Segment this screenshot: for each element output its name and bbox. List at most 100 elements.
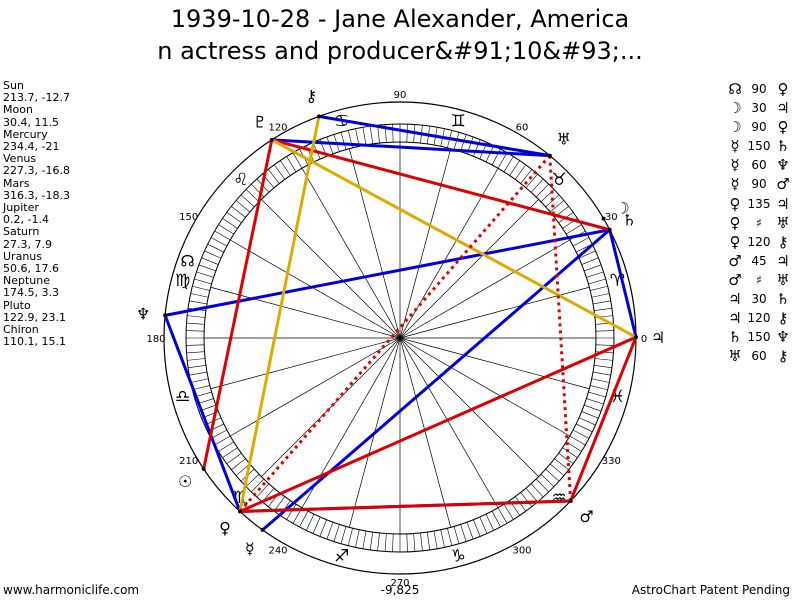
planet-coords-neptune: 174.5, 3.3	[3, 286, 59, 300]
aspect-row: ♅ 60 ⚷	[725, 347, 793, 366]
degree-tick	[485, 145, 495, 162]
aspect-row: ☽ 30 ♃	[725, 99, 793, 118]
aspect-glyph-1: ♀	[729, 232, 741, 251]
aspect-glyph-1: ♂	[728, 270, 742, 289]
planet-name-jupiter: Jupiter	[3, 201, 39, 215]
planet-marker	[163, 313, 168, 318]
chart-title-line1: 1939-10-28 - Jane Alexander, America	[170, 5, 630, 33]
degree-tick	[586, 398, 604, 405]
zodiac-sign-glyph: ♒	[551, 488, 566, 508]
degree-tick	[514, 164, 527, 180]
degree-tick	[355, 529, 360, 548]
aspect-value: 45	[751, 253, 767, 268]
degree-tick	[392, 533, 394, 552]
wheel-spoke	[399, 148, 452, 339]
aspect-line	[608, 229, 638, 338]
aspect-list: ☊ 90 ♀ ☽ 30 ♃ ☽ 90 ♀ ☿ 150 ♄ ☿ 60 ♆ ☿ 90 ♂ ♀ 135 ♃ ♀ ♯ ♅ ♀ 120 ⚷ ♂ 4…	[725, 80, 793, 366]
aspect-line	[271, 138, 611, 232]
aspect-line	[164, 228, 610, 317]
center-value-label: -9,825	[381, 583, 420, 597]
degree-tick	[377, 532, 380, 551]
degree-tick	[588, 278, 606, 285]
planet-marker	[607, 227, 612, 232]
planet-glyph: ♂	[579, 507, 593, 526]
degree-tick	[581, 257, 599, 265]
degree-tick	[326, 522, 334, 540]
degree-tick	[187, 358, 206, 361]
degree-tick	[588, 391, 606, 398]
planet-coords-venus: 227.3, -16.8	[3, 164, 70, 178]
degree-tick	[591, 293, 610, 298]
degree-tick	[535, 183, 549, 198]
planet-marker	[260, 527, 265, 532]
degree-tick	[186, 351, 205, 354]
aspect-line	[271, 138, 550, 158]
planet-name-venus: Venus	[3, 152, 37, 166]
degree-tick	[218, 441, 234, 452]
degree-tick	[369, 126, 374, 144]
degree-tick	[194, 278, 212, 285]
degree-tick	[586, 271, 604, 278]
wheel-spoke	[301, 337, 401, 508]
degree-tick	[497, 152, 508, 169]
planet-name-chiron: Chiron	[3, 323, 39, 337]
planet-marker	[601, 216, 606, 221]
aspect-line	[261, 228, 611, 532]
planet-marker	[201, 466, 206, 471]
degree-tick	[256, 483, 270, 498]
degree-tick	[207, 243, 224, 253]
aspect-value: 30	[751, 101, 767, 116]
aspect-glyph-2: ♆	[776, 156, 790, 175]
degree-tick	[530, 483, 544, 498]
aspect-value: ♯	[756, 215, 762, 230]
degree-tick	[222, 218, 238, 229]
degree-tick	[226, 211, 242, 224]
wheel-spoke	[230, 239, 401, 339]
degree-tick	[406, 124, 408, 143]
degree-tick	[590, 385, 608, 391]
degree-tick	[187, 315, 206, 318]
aspect-line	[202, 139, 274, 470]
aspect-line	[238, 116, 321, 512]
degree-tick	[319, 519, 327, 537]
degree-tick	[231, 206, 246, 218]
planet-coords-uranus: 50.6, 17.6	[3, 262, 59, 276]
degree-tick	[406, 533, 408, 552]
degree-tick	[466, 522, 474, 540]
planet-coords-jupiter: 0.2, -1.4	[3, 213, 49, 227]
aspect-row: ☊ 90 ♀	[725, 80, 793, 99]
aspect-glyph-2: ♃	[776, 99, 790, 118]
planet-name-neptune: Neptune	[3, 274, 51, 288]
aspect-row: ♀ 135 ♃	[725, 195, 793, 214]
degree-tick	[594, 307, 612, 312]
degree-tick	[591, 378, 610, 383]
degree-tick	[210, 429, 228, 439]
degree-tick	[485, 514, 495, 531]
degree-tick	[362, 530, 367, 549]
planet-marker	[568, 499, 573, 504]
degree-tick	[558, 452, 574, 465]
wheel-spoke	[210, 337, 401, 390]
degree-tick	[479, 516, 488, 534]
degree-tick	[530, 178, 544, 193]
degree-tick	[592, 300, 611, 305]
aspect-glyph-2: ♆	[776, 328, 790, 347]
wheel-degree-label: 240	[268, 545, 287, 556]
degree-tick	[595, 344, 614, 346]
wheel-degree-label: 150	[179, 212, 198, 223]
footer-patent: AstroChart Patent Pending	[631, 583, 790, 597]
aspect-glyph-1: ♅	[728, 347, 742, 366]
aspect-value: 120	[747, 311, 771, 326]
degree-tick	[377, 125, 380, 144]
degree-tick	[572, 429, 590, 439]
degree-tick	[503, 504, 514, 520]
degree-tick	[535, 478, 549, 493]
node-glyph: ☊	[181, 252, 195, 271]
wheel-spoke	[348, 148, 401, 339]
degree-tick	[581, 411, 599, 419]
planet-name-mercury: Mercury	[3, 127, 48, 141]
degree-tick	[333, 524, 340, 542]
degree-tick	[192, 385, 210, 391]
wheel-spoke	[399, 239, 570, 339]
